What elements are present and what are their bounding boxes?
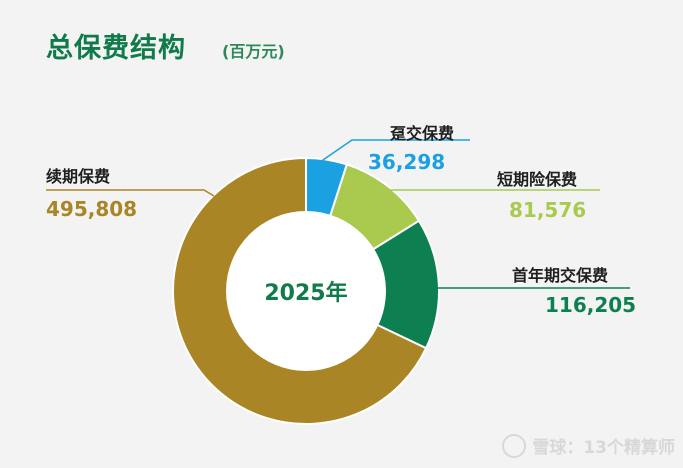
chart-unit: (百万元) xyxy=(222,42,285,61)
center-label: 2025年 xyxy=(264,280,347,306)
watermark: 雪球：13个精算师 xyxy=(502,433,675,458)
leader-dunjiao xyxy=(319,139,470,163)
leader-xuqi xyxy=(46,189,215,197)
value-duanqi: 81,576 xyxy=(509,198,587,222)
label-duanqi: 短期险保费 xyxy=(497,166,577,190)
slice-name: 续期保费 xyxy=(46,167,111,186)
value-dunjiao: 36,298 xyxy=(368,150,446,174)
value-shounian: 116,205 xyxy=(545,293,637,317)
label-dunjiao: 趸交保费 xyxy=(390,120,454,144)
label-xuqi: 续期保费 xyxy=(46,163,110,187)
chart-title: 总保费结构 xyxy=(46,33,186,64)
slice-name: 趸交保费 xyxy=(390,124,455,143)
value-xuqi: 495,808 xyxy=(46,197,138,221)
snowball-logo-icon xyxy=(502,433,527,458)
slice-name: 首年期交保费 xyxy=(512,266,609,285)
donut-hole xyxy=(226,211,386,371)
watermark-text: 雪球：13个精算师 xyxy=(532,438,675,458)
slice-name: 短期险保费 xyxy=(497,170,578,189)
label-shounian: 首年期交保费 xyxy=(512,262,608,286)
